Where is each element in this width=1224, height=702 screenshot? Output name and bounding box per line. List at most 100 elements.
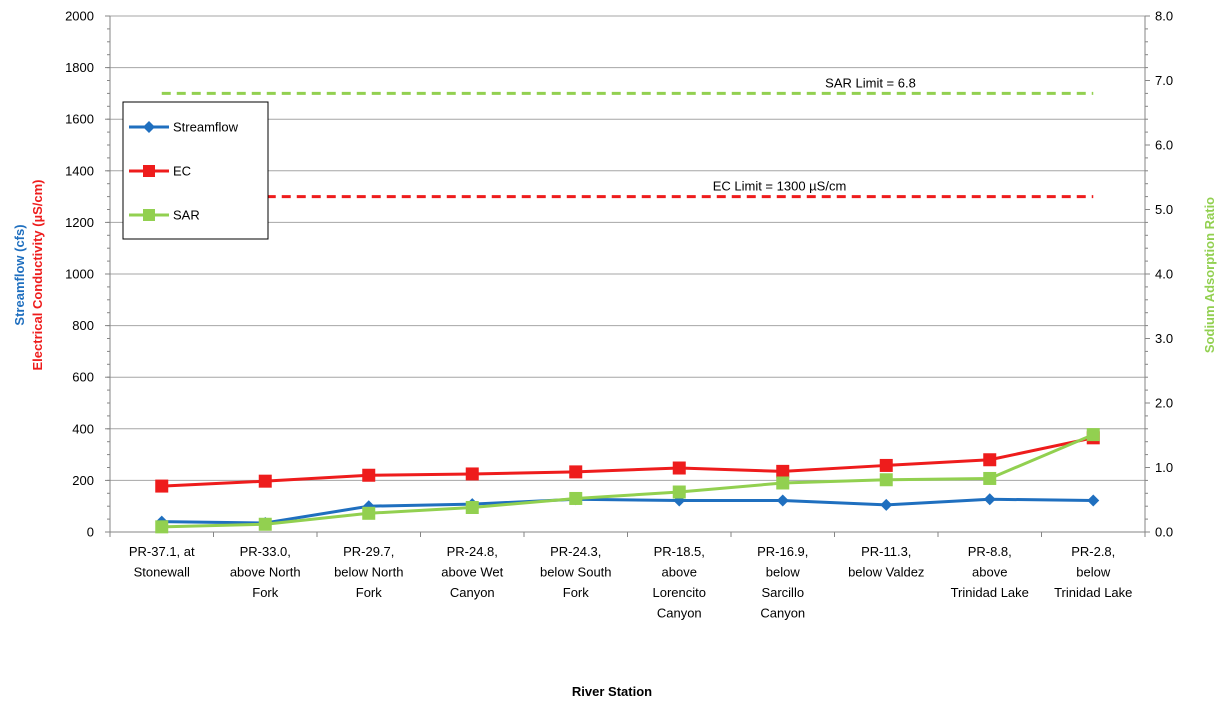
x-category-label-line: below Valdez	[848, 565, 924, 580]
x-category-label-line: PR-37.1, at	[129, 544, 195, 559]
reference-lines: SAR Limit = 6.8 EC Limit = 1300 µS/cm	[161, 75, 1094, 199]
legend-marker	[143, 121, 155, 133]
y2-tick-label: 4.0	[1155, 267, 1173, 282]
data-point-ec	[465, 467, 479, 481]
x-category-label-line: PR-11.3,	[861, 544, 911, 559]
data-point-ec	[879, 458, 893, 472]
x-category-label-line: above	[972, 565, 1007, 580]
x-category-label-line: PR-24.3,	[550, 544, 601, 559]
series-line-sar	[161, 433, 1094, 529]
data-point-streamflow	[880, 498, 893, 511]
left-axis-ticks: 0 200 400 600 800 1000 1200 1400 1600 1800 2000	[65, 9, 110, 540]
right-axis-ticks: 0.0 1.0 2.0 3.0 4.0 5.0 6.0 7.0 8.0	[1145, 9, 1173, 540]
y-tick-label: 200	[72, 473, 94, 488]
x-category-label-line: Canyon	[450, 585, 495, 600]
x-category-label-line: PR-29.7,	[343, 544, 394, 559]
x-category-label-line: Fork	[356, 585, 383, 600]
data-point-ec	[776, 464, 790, 478]
legend-label: Streamflow	[173, 120, 239, 135]
y2-tick-label: 3.0	[1155, 331, 1173, 346]
y2-tick-label: 1.0	[1155, 460, 1173, 475]
y2-tick-label: 7.0	[1155, 73, 1173, 88]
y2-tick-label: 8.0	[1155, 9, 1173, 24]
x-category-label-line: PR-16.9,	[757, 544, 808, 559]
x-category-label-line: Sarcillo	[761, 585, 804, 600]
y-tick-label: 1200	[65, 215, 94, 230]
x-category-label-line: PR-24.8,	[447, 544, 498, 559]
data-point-streamflow	[983, 493, 996, 506]
y-tick-label: 600	[72, 370, 94, 385]
data-point-ec	[672, 461, 686, 475]
data-point-sar	[879, 473, 893, 487]
legend-marker	[143, 209, 155, 221]
y-tick-label: 0	[87, 525, 94, 540]
y-tick-label: 1600	[65, 112, 94, 127]
data-point-sar	[465, 500, 479, 514]
category-labels: PR-37.1, at Stonewall PR-33.0, above North F…	[129, 544, 1133, 621]
y-tick-label: 1800	[65, 60, 94, 75]
x-category-label-line: Trinidad Lake	[1054, 585, 1132, 600]
y-tick-label: 2000	[65, 9, 94, 24]
x-category-label: PR-18.5, above Lorencito Canyon	[653, 544, 706, 621]
x-category-label-line: Canyon	[657, 606, 702, 621]
x-category-label: PR-33.0, above North Fork	[230, 544, 301, 600]
x-axis-title: River Station	[572, 684, 652, 699]
y2-axis-title-sar: Sodium Adsorption Ratio	[1202, 197, 1217, 353]
x-category-label-line: Lorencito	[653, 585, 706, 600]
x-category-label-line: above North	[230, 565, 301, 580]
x-category-label-line: PR-18.5,	[654, 544, 705, 559]
y-tick-label: 1400	[65, 163, 94, 178]
x-category-label: PR-29.7, below North Fork	[334, 544, 403, 600]
x-category-label-line: below	[766, 565, 801, 580]
x-category-label-line: Fork	[563, 585, 590, 600]
x-category-label-line: below North	[334, 565, 403, 580]
data-point-ec	[258, 474, 272, 488]
x-category-label-line: PR-33.0,	[240, 544, 291, 559]
data-point-sar	[362, 506, 376, 520]
data-point-sar	[672, 485, 686, 499]
legend-label: EC	[173, 164, 191, 179]
reference-line-label: EC Limit = 1300 µS/cm	[713, 179, 847, 194]
data-point-sar	[1086, 428, 1100, 442]
data-point-ec	[362, 468, 376, 482]
y2-tick-label: 0.0	[1155, 525, 1173, 540]
x-category-label-line: Fork	[252, 585, 279, 600]
legend-label: SAR	[173, 208, 200, 223]
y2-tick-label: 6.0	[1155, 138, 1173, 153]
series-group	[155, 428, 1100, 534]
data-point-sar	[569, 491, 583, 505]
x-category-label-line: above	[662, 565, 697, 580]
legend: Streamflow EC SAR	[122, 101, 269, 240]
series-line-ec	[161, 436, 1094, 488]
gridlines	[110, 15, 1145, 481]
y-tick-label: 400	[72, 421, 94, 436]
y2-tick-label: 5.0	[1155, 202, 1173, 217]
legend-marker	[143, 165, 155, 177]
x-category-label-line: PR-2.8,	[1071, 544, 1115, 559]
x-category-label-line: Trinidad Lake	[951, 585, 1029, 600]
data-point-streamflow	[776, 494, 789, 507]
data-point-sar	[155, 520, 169, 534]
x-category-label-line: below South	[540, 565, 612, 580]
x-category-label: PR-2.8, below Trinidad Lake	[1054, 544, 1132, 600]
series-line-streamflow	[161, 497, 1094, 525]
x-category-label: PR-11.3, below Valdez	[848, 544, 924, 580]
x-category-label: PR-24.3, below South Fork	[540, 544, 612, 600]
x-category-label: PR-16.9, below Sarcillo Canyon	[757, 544, 808, 621]
x-category-label-line: PR-8.8,	[968, 544, 1012, 559]
data-point-ec	[155, 479, 169, 493]
data-point-ec	[983, 453, 997, 467]
reference-line-label: SAR Limit = 6.8	[825, 75, 916, 90]
y-axis-title-ec: Electrical Conductivity (µS/cm)	[30, 180, 45, 371]
x-category-label: PR-8.8, above Trinidad Lake	[951, 544, 1029, 600]
data-point-ec	[569, 465, 583, 479]
x-category-label-line: below	[1076, 565, 1111, 580]
data-point-streamflow	[1087, 494, 1100, 507]
data-point-sar	[776, 476, 790, 490]
y2-tick-label: 2.0	[1155, 396, 1173, 411]
x-category-label: PR-24.8, above Wet Canyon	[441, 544, 503, 600]
data-point-sar	[983, 471, 997, 485]
x-category-label-line: Stonewall	[134, 565, 190, 580]
y-tick-label: 800	[72, 318, 94, 333]
